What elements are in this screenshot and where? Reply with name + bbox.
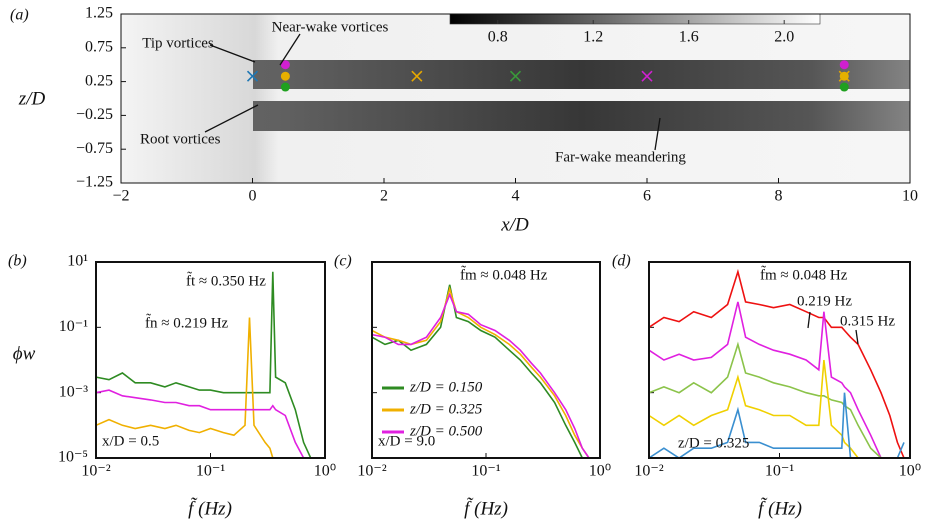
y-tick-label: −1.25	[76, 174, 113, 191]
plot-frame	[95, 261, 326, 459]
arrow	[209, 44, 256, 63]
marker	[641, 70, 653, 82]
x-tick-label: 4	[512, 188, 520, 205]
annotation: f̃t ≈ 0.350 Hz	[186, 272, 266, 290]
x-tick-label: 8	[775, 188, 783, 205]
annotation: f̃m ≈ 0.048 Hz	[760, 266, 848, 284]
marker	[411, 70, 423, 82]
x-tick-label: 10⁻²	[634, 463, 663, 480]
x-tick-label: 10⁻¹	[471, 463, 500, 480]
colorbar-tick-label: 0.8	[488, 29, 508, 46]
arrow	[204, 104, 259, 133]
plot-frame	[371, 261, 601, 459]
x-tick-label: 10⁰	[589, 463, 611, 480]
wake-band	[253, 60, 910, 89]
colorbar-tick-label: 2.0	[774, 29, 794, 46]
legend-label: z/D = 0.500	[409, 423, 483, 439]
y-axis-label: ϕw	[13, 343, 36, 364]
colorbar	[449, 13, 821, 25]
annotation: x/D = 0.5	[102, 433, 159, 449]
series-line	[371, 292, 590, 459]
marker	[280, 71, 290, 81]
y-tick-label: 0.75	[85, 38, 113, 55]
marker	[280, 60, 290, 70]
annotation: Tip vortices	[142, 35, 214, 51]
plot-frame	[120, 13, 911, 184]
marker	[509, 70, 522, 82]
series-line	[95, 389, 317, 459]
annotation: z/D = 0.325	[678, 435, 749, 451]
panel-label: (c)	[334, 253, 352, 270]
field-background	[121, 14, 910, 183]
x-axis-label: f̃ (Hz)	[188, 497, 232, 519]
marker	[839, 82, 849, 92]
series-line	[371, 284, 589, 459]
y-tick-label: 1.25	[85, 5, 113, 22]
series-line	[648, 268, 905, 459]
x-tick-label: −2	[112, 188, 129, 205]
arrow	[855, 329, 859, 345]
marker	[839, 60, 849, 70]
y-tick-label: 0.25	[85, 72, 113, 89]
arrow	[279, 33, 301, 66]
x-tick-label: 0	[249, 188, 257, 205]
x-tick-label: 10⁻²	[357, 463, 386, 480]
annotation: 0.219 Hz	[797, 293, 852, 309]
y-tick-label: −0.25	[76, 106, 113, 123]
x-axis-label: x/D	[500, 214, 529, 235]
annotation: Far-wake meandering	[555, 149, 686, 165]
x-tick-label: 10⁰	[899, 463, 921, 480]
marker	[280, 82, 290, 92]
x-tick-label: 6	[643, 188, 651, 205]
y-tick-label: 10⁻³	[59, 383, 88, 400]
y-tick-label: 10⁻¹	[59, 318, 88, 335]
plot-frame	[648, 261, 911, 459]
y-axis-label: z/D	[18, 88, 46, 109]
x-tick-label: 10⁻¹	[196, 463, 225, 480]
x-tick-label: 10⁻¹	[765, 463, 794, 480]
x-axis-label: f̃ (Hz)	[758, 497, 802, 519]
series-line	[648, 341, 904, 459]
panel-label: (d)	[612, 253, 631, 270]
annotation: x/D = 9.0	[378, 433, 435, 449]
marker	[839, 71, 849, 81]
annotation: Near-wake vortices	[272, 19, 389, 35]
arrow	[807, 311, 811, 329]
annotation: f̃m ≈ 0.048 Hz	[460, 266, 548, 284]
y-tick-label: −0.75	[76, 140, 113, 157]
x-axis-label: f̃ (Hz)	[464, 497, 508, 519]
panel-label: (a)	[10, 7, 29, 24]
y-tick-label: 10¹	[67, 253, 88, 270]
colorbar-tick-label: 1.2	[583, 29, 603, 46]
marker	[246, 70, 259, 82]
x-tick-label: 10⁰	[314, 463, 336, 480]
colorbar-tick-label: 1.6	[679, 29, 699, 46]
panel-label: (b)	[8, 253, 27, 270]
y-tick-label: 10⁻⁵	[58, 449, 88, 466]
annotation: Root vortices	[140, 131, 221, 147]
x-tick-label: 10⁻²	[81, 463, 110, 480]
x-tick-label: 2	[380, 188, 388, 205]
x-tick-label: 10	[902, 188, 918, 205]
legend-label: z/D = 0.150	[409, 379, 483, 395]
series-line	[648, 301, 904, 459]
series-line	[95, 271, 317, 459]
arrow	[654, 117, 661, 151]
annotation: f̃n ≈ 0.219 Hz	[145, 314, 229, 332]
legend-label: z/D = 0.325	[409, 401, 483, 417]
wake-band	[253, 101, 910, 131]
annotation: 0.315 Hz	[840, 313, 895, 329]
